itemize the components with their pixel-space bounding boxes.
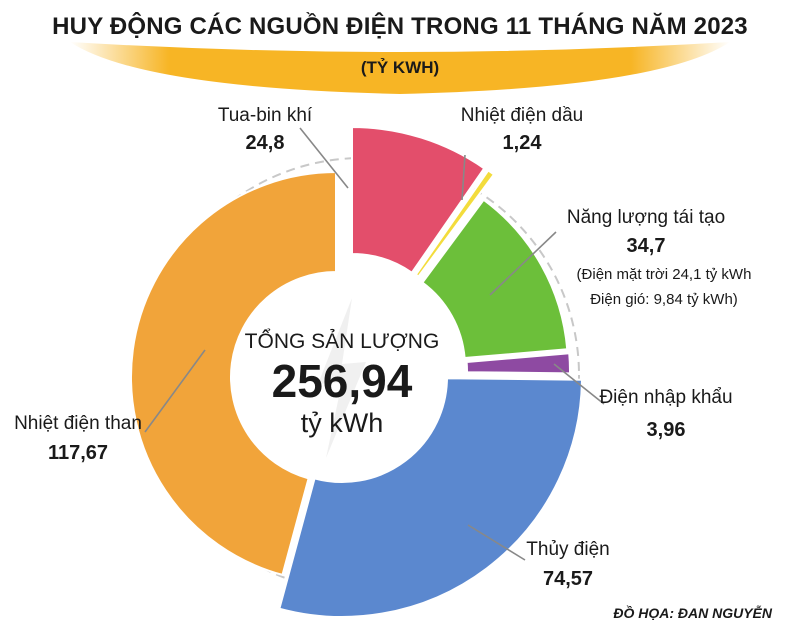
label-coal: Nhiệt điện than <box>14 413 142 434</box>
leader-lines <box>144 127 605 561</box>
note-solar: (Điện mặt trời 24,1 tỷ kWh <box>577 266 752 283</box>
leader-renewable <box>489 231 557 296</box>
title-underline-swoosh <box>70 42 730 94</box>
slice-oil <box>414 168 496 278</box>
leader-coal <box>144 349 206 433</box>
slice-import <box>465 352 571 375</box>
leader-import <box>553 363 605 405</box>
label-hydro: Thủy điện <box>526 539 609 560</box>
leader-oil <box>461 154 466 201</box>
lightning-icon <box>318 298 366 458</box>
value-renewable: 34,7 <box>627 235 666 257</box>
chart-title: HUY ĐỘNG CÁC NGUỒN ĐIỆN TRONG 11 THÁNG N… <box>52 12 748 40</box>
label-oil: Nhiệt điện dầu <box>461 105 584 126</box>
label-renewable: Năng lượng tái tạo <box>567 207 725 228</box>
label-gas: Tua-bin khí <box>218 105 313 126</box>
credit: ĐỒ HỌA: ĐAN NGUYỄN <box>613 604 773 621</box>
value-oil: 1,24 <box>503 132 543 154</box>
value-hydro: 74,57 <box>543 568 593 590</box>
label-import: Điện nhập khẩu <box>599 387 732 408</box>
value-import: 3,96 <box>647 419 686 441</box>
slice-coal <box>130 170 337 577</box>
slice-renewable <box>421 198 569 360</box>
leader-hydro <box>467 524 526 561</box>
center-unit: tỷ kWh <box>301 408 384 438</box>
center-total: 256,94 <box>272 355 413 407</box>
chart-unit: (TỶ KWH) <box>361 58 439 77</box>
leader-gas <box>299 127 349 189</box>
value-coal: 117,67 <box>48 442 108 464</box>
slice-gas <box>351 125 486 275</box>
pie-slices <box>130 125 583 618</box>
value-gas: 24,8 <box>246 132 285 154</box>
note-wind: Điện gió: 9,84 tỷ kWh) <box>590 291 738 308</box>
center-label: TỔNG SẢN LƯỢNG <box>245 329 440 353</box>
